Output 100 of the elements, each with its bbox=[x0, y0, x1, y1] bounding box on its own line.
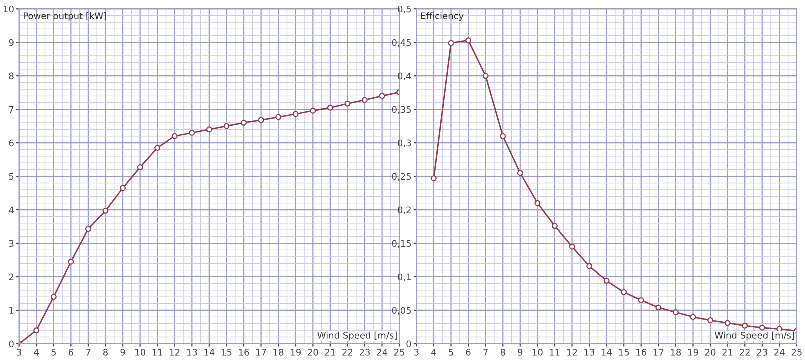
x-tick-label: 9 bbox=[518, 349, 523, 356]
x-tick-label: 8 bbox=[500, 349, 506, 356]
y-tick-label: 0 bbox=[406, 340, 412, 348]
x-tick-label: 17 bbox=[256, 349, 266, 356]
point bbox=[690, 314, 696, 320]
point bbox=[102, 208, 109, 214]
x-tick-label: 25 bbox=[792, 349, 802, 356]
x-tick-label: 4 bbox=[432, 349, 436, 356]
point bbox=[344, 100, 351, 107]
x-tick-label: 11 bbox=[152, 349, 163, 356]
x-tick-label: 13 bbox=[187, 349, 198, 356]
x-tick-label: 17 bbox=[654, 349, 664, 356]
point bbox=[362, 97, 368, 104]
point bbox=[379, 93, 386, 100]
y-axis-title: Efficiency bbox=[421, 12, 464, 22]
x-tick-label: 10 bbox=[136, 349, 146, 356]
point bbox=[448, 40, 454, 46]
x-tick-label: 7 bbox=[86, 349, 91, 356]
y-tick-label: 9 bbox=[9, 39, 14, 46]
x-tick-label: 18 bbox=[671, 349, 682, 356]
point bbox=[656, 304, 662, 311]
y-tick-label: 5 bbox=[9, 173, 14, 180]
y-tick-label: 1 bbox=[10, 307, 14, 314]
x-tick-label: 3 bbox=[414, 349, 419, 356]
point bbox=[241, 120, 248, 126]
point bbox=[534, 200, 541, 206]
x-tick-label: 16 bbox=[636, 349, 647, 356]
x-tick-label: 5 bbox=[52, 349, 56, 356]
point bbox=[604, 278, 610, 284]
point bbox=[638, 297, 644, 304]
point bbox=[430, 176, 437, 182]
point bbox=[759, 324, 766, 331]
x-tick-label: 4 bbox=[34, 349, 39, 356]
point bbox=[310, 108, 316, 114]
y-tick-label: 0,45 bbox=[392, 39, 412, 48]
x-tick-label: 10 bbox=[532, 349, 543, 356]
y-tick-label: 0 bbox=[9, 340, 14, 348]
y-tick-label: 0,05 bbox=[392, 307, 412, 315]
point bbox=[724, 320, 731, 326]
point bbox=[258, 117, 264, 124]
x-tick-label: 5 bbox=[449, 349, 454, 356]
x-tick-label: 6 bbox=[466, 349, 471, 356]
y-tick-label: 0,2 bbox=[398, 206, 411, 215]
point bbox=[552, 223, 558, 230]
x-tick-label: 23 bbox=[360, 349, 370, 356]
y-tick-label: 0,15 bbox=[392, 240, 412, 248]
y-tick-label: 3 bbox=[9, 240, 14, 248]
x-tick-label: 9 bbox=[120, 349, 126, 356]
x-tick-label: 21 bbox=[325, 349, 336, 356]
x-tick-label: 7 bbox=[484, 349, 488, 356]
point bbox=[206, 126, 212, 133]
point bbox=[154, 145, 161, 152]
y-tick-label: 0,1 bbox=[398, 274, 411, 282]
x-tick-label: 15 bbox=[222, 349, 232, 356]
x-tick-label: 20 bbox=[308, 349, 318, 356]
x-tick-label: 24 bbox=[774, 349, 785, 356]
point bbox=[672, 310, 679, 316]
x-tick-label: 22 bbox=[342, 349, 353, 356]
x-tick-label: 18 bbox=[274, 349, 284, 356]
point bbox=[742, 322, 748, 329]
y-tick-label: 6 bbox=[9, 140, 14, 147]
y-tick-label: 0,5 bbox=[398, 6, 412, 14]
x-tick-label: 3 bbox=[17, 349, 22, 356]
x-tick-label: 11 bbox=[550, 349, 560, 356]
point bbox=[466, 38, 472, 44]
x-tick-label: 19 bbox=[291, 349, 301, 356]
point bbox=[292, 111, 299, 118]
point bbox=[189, 130, 196, 136]
x-tick-label: 19 bbox=[688, 349, 698, 356]
point bbox=[120, 185, 126, 192]
x-tick-label: 16 bbox=[239, 349, 250, 356]
y-tick-label: 0,4 bbox=[398, 72, 412, 81]
point bbox=[708, 318, 714, 324]
x-tick-label: 14 bbox=[602, 349, 612, 356]
x-tick-label: 20 bbox=[705, 349, 716, 356]
x-tick-label: 22 bbox=[740, 349, 750, 356]
point bbox=[68, 258, 74, 265]
point bbox=[621, 289, 628, 296]
y-tick-label: 0,25 bbox=[392, 173, 412, 182]
x-tick-label: 13 bbox=[584, 349, 595, 356]
x-tick-label: 21 bbox=[722, 349, 733, 356]
point bbox=[517, 170, 524, 176]
point bbox=[224, 123, 230, 130]
x-tick-label: 8 bbox=[103, 349, 108, 356]
x-tick-label: 24 bbox=[377, 349, 388, 356]
y-tick-label: 0,35 bbox=[392, 106, 412, 114]
x-tick-label: 12 bbox=[170, 349, 180, 356]
x-axis-title: Wind Speed [m/s] bbox=[715, 332, 794, 341]
point bbox=[137, 164, 144, 170]
x-tick-label: 23 bbox=[757, 349, 768, 356]
y-tick-label: 0,3 bbox=[398, 140, 412, 148]
y-tick-label: 7 bbox=[9, 106, 14, 113]
y-tick-label: 8 bbox=[9, 72, 14, 80]
x-tick-label: 12 bbox=[568, 349, 578, 356]
point bbox=[172, 133, 178, 140]
x-tick-label: 6 bbox=[68, 349, 74, 356]
point bbox=[327, 104, 334, 111]
y-tick-label: 4 bbox=[9, 206, 14, 214]
point bbox=[586, 263, 593, 270]
y-tick-label: 2 bbox=[9, 274, 14, 280]
